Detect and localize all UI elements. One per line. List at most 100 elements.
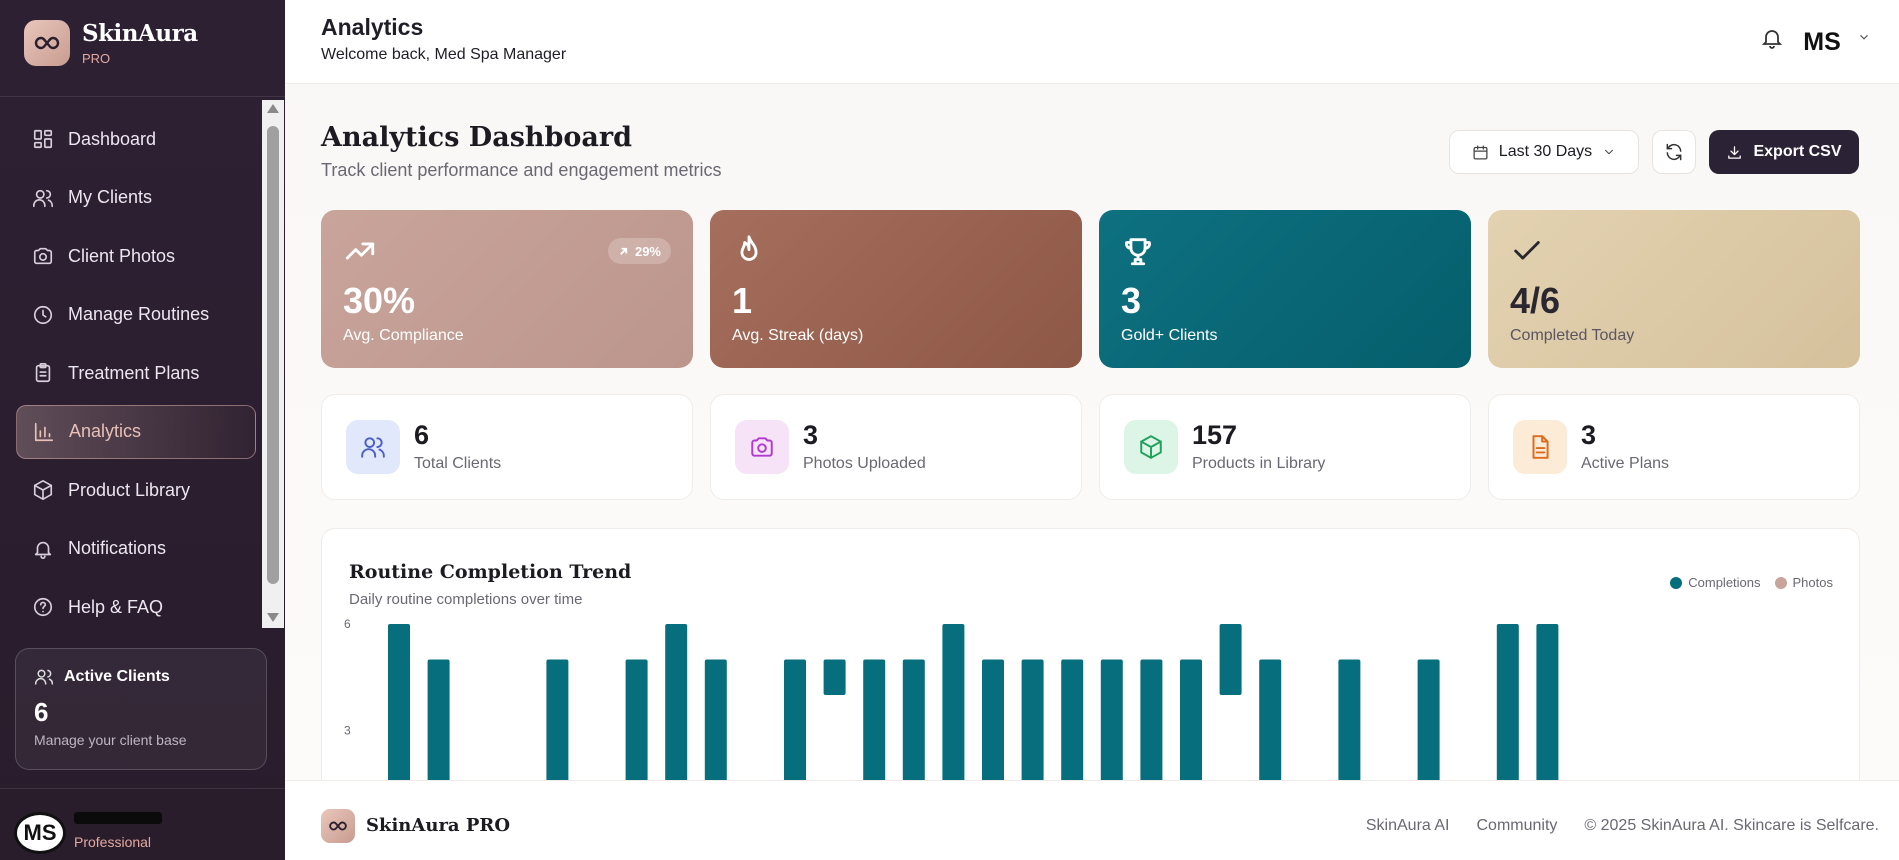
chart-bar[interactable] bbox=[1219, 624, 1242, 695]
box-icon bbox=[33, 480, 53, 500]
sidebar-item-label: Notifications bbox=[68, 538, 167, 558]
chart-bar[interactable] bbox=[388, 624, 410, 780]
chart-bar[interactable] bbox=[1338, 659, 1361, 781]
mini-card-total-clients[interactable]: 6 Total Clients bbox=[321, 394, 693, 500]
chart-bar[interactable] bbox=[625, 659, 648, 781]
users-icon bbox=[361, 437, 385, 458]
brand[interactable]: SkinAura PRO bbox=[24, 20, 198, 66]
sidebar-item-notifications[interactable]: Notifications bbox=[16, 522, 256, 576]
footer-brand: SkinAura PRO bbox=[366, 815, 511, 836]
scroll-up-arrow-icon[interactable] bbox=[267, 104, 279, 113]
chart-bar[interactable] bbox=[1259, 659, 1282, 781]
legend-item-photos[interactable]: Photos bbox=[1774, 575, 1833, 590]
sidebar-item-manage-routines[interactable]: Manage Routines bbox=[16, 288, 256, 342]
chart-bar[interactable] bbox=[546, 659, 569, 781]
chart-bar[interactable] bbox=[704, 659, 727, 781]
users-icon bbox=[33, 189, 53, 207]
export-csv-button[interactable]: Export CSV bbox=[1709, 130, 1859, 174]
sidebar-item-dashboard[interactable]: Dashboard bbox=[16, 112, 256, 166]
sidebar-item-label: Product Library bbox=[68, 479, 191, 500]
stat-value: 1 bbox=[732, 280, 753, 321]
stat-card-compliance[interactable]: 29% 30% Avg. Compliance bbox=[321, 210, 693, 368]
mini-card-photos[interactable]: 3 Photos Uploaded bbox=[710, 394, 1082, 500]
stat-value: 30% bbox=[343, 280, 416, 321]
sidebar-item-my-clients[interactable]: My Clients bbox=[16, 171, 256, 225]
stat-value: 3 bbox=[1121, 280, 1142, 321]
chart-bar[interactable] bbox=[665, 624, 688, 780]
footer-link-skinaura-ai[interactable]: SkinAura AI bbox=[1365, 817, 1450, 834]
page-subtitle: Track client performance and engagement … bbox=[321, 160, 722, 180]
mini-value: 3 bbox=[1581, 419, 1597, 450]
legend-dot bbox=[1670, 576, 1683, 589]
chart-bar[interactable] bbox=[1536, 624, 1559, 780]
refresh-button[interactable] bbox=[1652, 130, 1696, 174]
sidebar-divider bbox=[0, 788, 285, 789]
notification-bell-icon[interactable] bbox=[1760, 26, 1784, 50]
chart-bar[interactable] bbox=[942, 624, 965, 780]
stat-card-gold-clients[interactable]: 3 Gold+ Clients bbox=[1099, 210, 1471, 368]
footer-logo-icon bbox=[321, 809, 355, 843]
sidebar-scrollbar[interactable] bbox=[262, 100, 284, 628]
user-role: Professional bbox=[74, 834, 152, 850]
sidebar-item-label: Analytics bbox=[69, 421, 142, 441]
top-header: Analytics Welcome back, Med Spa Manager … bbox=[285, 0, 1899, 84]
stat-card-completed-today[interactable]: 4/6 Completed Today bbox=[1488, 210, 1860, 368]
stat-card-streak[interactable]: 1 Avg. Streak (days) bbox=[710, 210, 1082, 368]
active-clients-value: 6 bbox=[34, 697, 49, 727]
chart-bar[interactable] bbox=[1100, 659, 1123, 781]
chart-bar[interactable] bbox=[1140, 659, 1163, 781]
chart-bar[interactable] bbox=[784, 659, 806, 781]
y-tick-label: 3 bbox=[344, 724, 351, 738]
brand-logo-icon bbox=[24, 20, 70, 66]
mini-value: 3 bbox=[803, 419, 819, 450]
trend-badge-value: 29% bbox=[634, 243, 661, 259]
chart-bar[interactable] bbox=[1180, 659, 1202, 781]
sidebar-item-analytics[interactable]: Analytics bbox=[16, 404, 256, 459]
header-subtitle: Welcome back, Med Spa Manager bbox=[321, 46, 567, 63]
stat-label: Gold+ Clients bbox=[1121, 327, 1218, 344]
chart-bar[interactable] bbox=[902, 659, 925, 781]
legend-item-completions[interactable]: Completions bbox=[1670, 575, 1761, 590]
legend-label: Completions bbox=[1688, 575, 1761, 590]
camera-icon bbox=[33, 247, 53, 265]
help-icon bbox=[33, 597, 53, 617]
mini-card-active-plans[interactable]: 3 Active Plans bbox=[1488, 394, 1860, 500]
date-range-select[interactable]: Last 30 Days bbox=[1449, 130, 1639, 174]
chart-bar[interactable] bbox=[1021, 659, 1044, 781]
sidebar: SkinAura PRO Dashboard My Clients Client… bbox=[0, 0, 285, 860]
mini-card-products[interactable]: 157 Products in Library bbox=[1099, 394, 1471, 500]
sidebar-item-product-library[interactable]: Product Library bbox=[16, 463, 256, 517]
sidebar-item-help-faq[interactable]: Help & FAQ bbox=[16, 580, 256, 634]
chart-bar[interactable] bbox=[863, 659, 886, 781]
camera-icon bbox=[751, 437, 773, 457]
chart-bar[interactable] bbox=[982, 659, 1004, 781]
file-icon bbox=[1532, 435, 1549, 459]
export-label: Export CSV bbox=[1753, 143, 1842, 160]
arrow-up-right-icon bbox=[620, 247, 628, 255]
flame-icon bbox=[740, 235, 758, 261]
scroll-down-arrow-icon[interactable] bbox=[267, 613, 279, 622]
header-avatar[interactable]: MS bbox=[1803, 27, 1841, 56]
trend-badge: 29% bbox=[607, 238, 671, 264]
legend-label: Photos bbox=[1792, 575, 1833, 590]
download-icon bbox=[1728, 145, 1742, 159]
avatar[interactable]: MS bbox=[14, 812, 66, 854]
active-clients-card[interactable]: Active Clients 6 Manage your client base bbox=[15, 648, 267, 770]
sidebar-item-label: My Clients bbox=[68, 187, 153, 207]
mini-icon-bg bbox=[1513, 420, 1567, 474]
chart-bar[interactable] bbox=[1417, 659, 1440, 781]
footer-link-community[interactable]: Community bbox=[1476, 817, 1558, 834]
sidebar-item-client-photos[interactable]: Client Photos bbox=[16, 229, 256, 283]
box-icon bbox=[1140, 435, 1162, 459]
sidebar-item-treatment-plans[interactable]: Treatment Plans bbox=[16, 346, 256, 400]
chart-bar[interactable] bbox=[1496, 624, 1519, 780]
chevron-down-icon[interactable] bbox=[1857, 30, 1871, 44]
sidebar-nav: Dashboard My Clients Client Photos Manag… bbox=[16, 112, 256, 639]
scroll-thumb[interactable] bbox=[267, 126, 279, 584]
header-title: Analytics bbox=[321, 14, 424, 40]
chart-bar[interactable] bbox=[427, 659, 450, 781]
sidebar-item-label: Manage Routines bbox=[68, 304, 210, 324]
mini-value: 157 bbox=[1192, 419, 1238, 450]
chart-bar[interactable] bbox=[823, 659, 846, 696]
chart-bar[interactable] bbox=[1061, 659, 1084, 781]
